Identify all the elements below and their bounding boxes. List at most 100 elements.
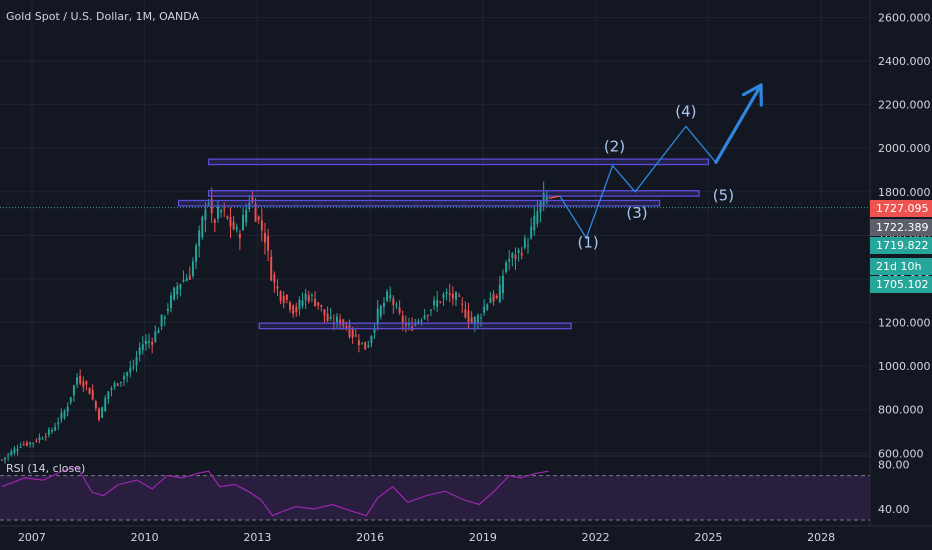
candle-body [292,305,295,314]
candle-body [401,315,404,324]
candle-body [523,238,526,248]
projection-path[interactable] [548,83,763,240]
candle-body [69,397,72,403]
candle-body [191,261,194,276]
candle-body [285,294,288,300]
candle-body [154,331,157,342]
candle-body [326,313,329,322]
candle-body [310,294,313,296]
candle-body [486,304,489,310]
candle-body [436,300,439,307]
candle-body [148,341,151,343]
candle-body [263,233,266,243]
candle-body [536,211,539,224]
candle-body [508,259,511,262]
candle-body [141,344,144,350]
time-axis-tick: 2025 [694,531,722,544]
candle-body [511,253,514,259]
price-candles [0,181,548,464]
candle-body [182,280,185,282]
candle-body [367,345,370,348]
candle-body [4,457,6,460]
price-tag-label: 1705.102 [876,278,929,291]
candle-body [320,305,323,307]
candle-body [173,287,176,300]
rsi-band [0,475,870,520]
candle-body [170,295,172,309]
candle-body [295,307,298,313]
candle-body [82,381,85,388]
candle-body [414,322,417,326]
grid [0,0,870,520]
candle-body [176,286,179,295]
candle-body [361,342,364,344]
candle-body [448,293,451,295]
price-axis-tick: 2200.000 [878,99,931,112]
candle-body [439,301,442,303]
price-axis-tick: 2600.000 [878,11,931,24]
candle-body [542,192,545,206]
candle-body [279,291,282,302]
candle-body [0,459,3,461]
candle-body [88,387,91,395]
time-axis-tick: 2007 [18,531,46,544]
price-tag-bg [870,276,932,293]
candle-body [373,329,376,333]
price-tag-label: 1722.389 [876,221,929,234]
candle-body [426,315,429,317]
candle-body [25,442,28,446]
rsi-axis-tick: 80.00 [878,459,910,472]
candle-body [273,274,276,283]
candle-body [495,296,498,298]
price-tag-bg [870,200,932,217]
candle-body [498,284,501,303]
candle-body [417,320,420,324]
projection-arrow-head [741,83,763,97]
candle-body [451,293,454,299]
candle-body [304,293,307,301]
candle-body [198,230,201,247]
candle-body [317,302,320,306]
candle-body [151,341,154,345]
rsi-line [1,466,549,517]
candle-body [461,303,464,305]
candle-body [527,245,529,247]
candle-body [382,302,385,307]
candle-body [533,215,536,231]
candle-body [166,308,169,312]
price-tag-label: 1719.822 [876,239,929,252]
candle-body [60,412,63,420]
price-tag-label: 21d 10h [876,260,921,273]
candle-body [160,314,163,327]
candle-body [483,306,486,313]
candle-body [364,341,367,350]
candle-body [44,436,47,438]
candle-body [179,284,182,289]
time-axis-tick: 2022 [582,531,610,544]
candle-body [329,316,332,319]
price-axis-tick: 2400.000 [878,55,931,68]
candle-body [379,305,382,317]
candle-body [13,448,16,454]
horizontal-zones[interactable] [177,158,710,330]
candle-body [392,298,395,305]
candle-body [163,317,166,320]
candle-body [270,256,273,281]
candle-body [104,397,107,412]
time-axis-tick: 2028 [807,531,835,544]
candle-body [188,275,191,280]
candle-body [386,291,389,301]
candle-body [63,411,66,418]
candle-body [195,245,198,262]
candle-body [339,319,342,325]
candle-body [207,203,210,205]
candle-body [72,385,75,396]
projection-start-segment [548,195,561,199]
candle-body [351,328,354,338]
candle-body [345,326,348,329]
candle-body [226,216,229,219]
candle-body [54,426,57,431]
candle-body [185,278,188,282]
